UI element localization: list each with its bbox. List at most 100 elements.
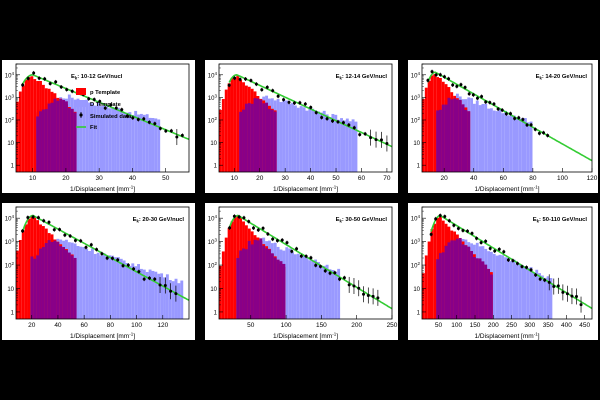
- overlap-bar: [256, 98, 260, 172]
- data-point: [116, 258, 120, 262]
- data-point: [465, 229, 469, 233]
- d-template-bar: [501, 113, 505, 172]
- d-template-bar: [325, 264, 329, 319]
- d-template-bar: [293, 254, 297, 319]
- overlap-bar: [268, 249, 271, 319]
- data-point: [492, 102, 496, 106]
- data-point: [352, 126, 356, 130]
- x-tick-label: 120: [157, 322, 168, 329]
- d-template-bar: [521, 118, 524, 172]
- data-point: [347, 283, 351, 287]
- overlap-bar: [265, 102, 269, 172]
- d-template-bar: [504, 110, 507, 172]
- d-template-bar: [285, 247, 289, 319]
- p-template-bar: [433, 74, 437, 172]
- overlap-bar: [453, 240, 456, 319]
- x-tick-label: 250: [387, 322, 398, 329]
- data-point: [504, 112, 508, 116]
- data-point: [374, 138, 378, 142]
- d-template-bar: [512, 115, 516, 172]
- energy-label-sub: k: [340, 219, 343, 224]
- data-point: [292, 101, 296, 105]
- y-tick-label: 102: [411, 116, 421, 125]
- overlap-bar: [50, 242, 54, 319]
- d-template-bar: [535, 269, 539, 319]
- data-point: [132, 267, 136, 271]
- plot-area: [16, 70, 189, 172]
- legend-d-swatch: [76, 100, 86, 107]
- y-tick-label: 104: [411, 214, 421, 223]
- data-point: [120, 108, 124, 112]
- overlap-bar: [73, 112, 77, 172]
- x-tick-label: 50: [247, 322, 255, 329]
- overlap-bar: [447, 242, 451, 319]
- data-point: [237, 215, 241, 219]
- panel-bottom-middle: 1 10 102 103 104 50 100 150 200 250 1/Displacement…: [205, 203, 398, 340]
- x-axis-label-exponent: -1: [332, 332, 336, 337]
- x-axis-label-text: 1/Displacement [mm: [273, 186, 332, 193]
- d-template-bar: [177, 283, 181, 319]
- overlap-bar: [276, 259, 280, 319]
- data-point: [379, 138, 383, 142]
- x-axis-label-text: 1/Displacement [mm: [70, 333, 129, 340]
- y-tick-label: 1: [214, 310, 218, 316]
- d-template-bar: [128, 265, 132, 319]
- energy-label-sub: k: [340, 76, 343, 81]
- legend-p-label: p Template: [90, 90, 121, 96]
- data-point: [314, 263, 318, 267]
- d-template-bar: [314, 259, 318, 319]
- y-tick-exponent: 4: [214, 214, 217, 219]
- data-point: [385, 142, 389, 146]
- overlap-bar: [259, 99, 263, 172]
- energy-label-main: E: [133, 217, 137, 223]
- overlap-bar: [47, 103, 51, 172]
- overlap-bar: [270, 253, 274, 319]
- data-point: [471, 93, 475, 97]
- data-point: [333, 271, 337, 275]
- x-axis-label-exponent: -1: [534, 185, 538, 190]
- d-template-bar: [475, 100, 479, 172]
- data-point: [484, 239, 488, 243]
- x-axis-label: 1/Displacement [mm-1]: [70, 332, 135, 341]
- y-tick-label: 10: [413, 287, 420, 293]
- data-point: [363, 132, 367, 136]
- data-point: [508, 112, 512, 116]
- y-tick-exponent: 4: [11, 71, 14, 76]
- data-point: [434, 217, 438, 221]
- data-point: [320, 116, 324, 120]
- d-template-bar: [293, 105, 297, 172]
- d-template-bar: [331, 113, 335, 172]
- x-tick-label: 30: [282, 175, 290, 182]
- data-point: [290, 249, 294, 253]
- d-template-bar: [119, 109, 123, 172]
- data-point: [447, 219, 451, 223]
- d-template-bar: [165, 274, 169, 319]
- overlap-bar: [44, 243, 48, 319]
- d-template-bar: [507, 115, 510, 172]
- data-point: [497, 247, 501, 251]
- y-tick-label: 103: [411, 238, 421, 247]
- data-point: [21, 83, 25, 87]
- overlap-bar: [453, 98, 456, 172]
- y-tick-exponent: 2: [11, 261, 14, 266]
- data-point: [100, 252, 104, 256]
- x-axis-label-exponent: -1: [129, 332, 133, 337]
- overlap-bar: [458, 237, 462, 319]
- data-point: [517, 116, 521, 120]
- overlap-bar: [279, 261, 283, 319]
- axes-frame: [421, 63, 593, 173]
- overlap-bar: [244, 249, 248, 319]
- d-template-bar: [470, 98, 473, 172]
- data-point: [369, 136, 373, 140]
- overlap-bar: [244, 103, 248, 172]
- data-point: [565, 292, 569, 296]
- d-template-bar: [122, 260, 126, 319]
- d-template-bar: [334, 271, 338, 319]
- data-point: [552, 285, 556, 289]
- data-point: [79, 239, 83, 243]
- data-point: [328, 271, 332, 275]
- d-template-bar: [521, 265, 524, 319]
- y-tick-exponent: 3: [11, 238, 14, 243]
- d-template-bar: [515, 118, 519, 172]
- overlap-bar: [447, 97, 451, 172]
